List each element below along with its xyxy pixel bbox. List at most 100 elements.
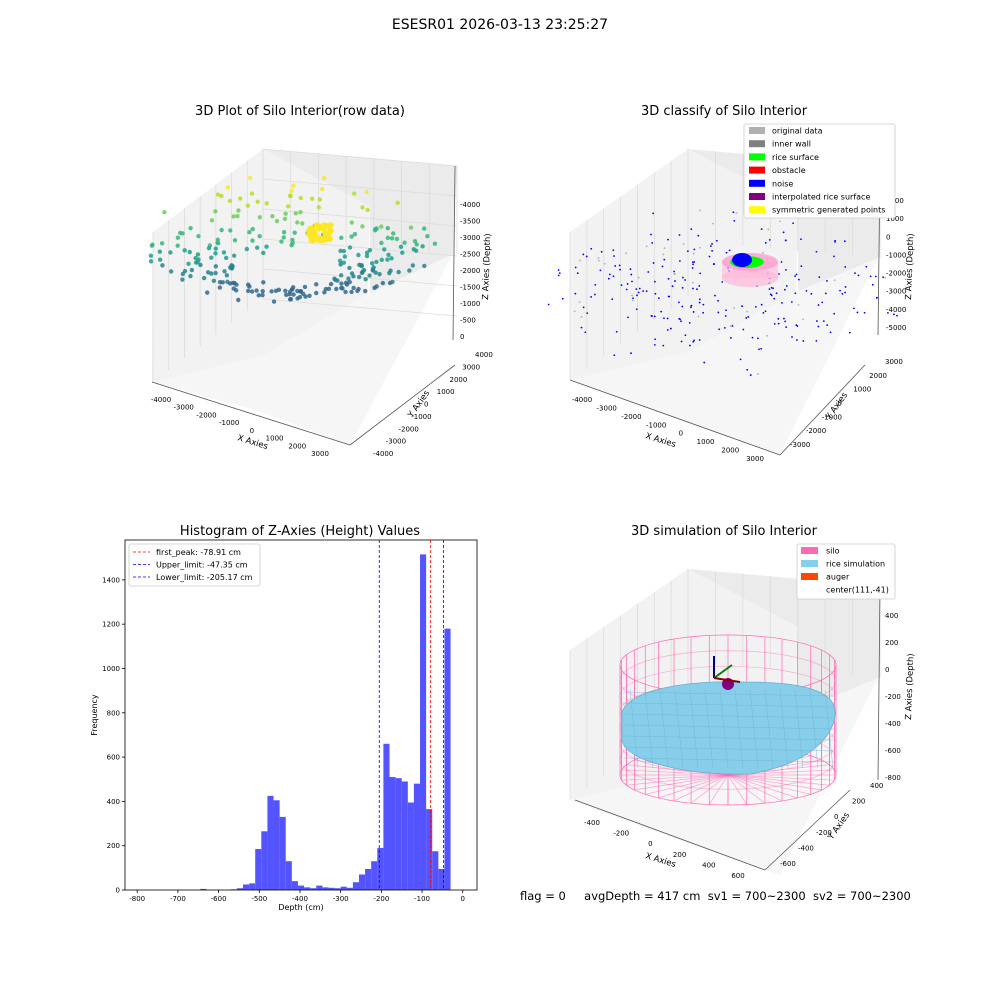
plot1-zlabel: Z Axies (Depth) bbox=[481, 233, 493, 300]
hist-y-tick: 1400 bbox=[102, 576, 120, 584]
plot2-point bbox=[692, 340, 695, 343]
plot2-x-tick: 2000 bbox=[721, 447, 739, 455]
plot2-point bbox=[653, 315, 656, 318]
plot2-point bbox=[731, 325, 734, 327]
hist-bar bbox=[365, 868, 372, 890]
plot2-x-tick: 3000 bbox=[746, 455, 764, 463]
plot2-point bbox=[558, 272, 561, 275]
plot1-point bbox=[298, 195, 303, 201]
hist-y-tick: 200 bbox=[107, 842, 120, 850]
plot2-point bbox=[777, 322, 780, 325]
hist-x-tick: -100 bbox=[414, 895, 430, 903]
plot1-point bbox=[196, 257, 201, 262]
plot2-point bbox=[708, 255, 711, 258]
plot2-point bbox=[678, 260, 681, 262]
plot1-point bbox=[341, 248, 347, 254]
plot1-point bbox=[374, 284, 379, 289]
plot1-point bbox=[385, 235, 391, 241]
plot4-x-tick: 600 bbox=[731, 872, 744, 880]
hist-x-tick: -500 bbox=[251, 895, 267, 903]
plot2-point bbox=[698, 298, 701, 301]
plot1-point bbox=[244, 246, 250, 252]
status-avg-depth: avgDepth = 417 cm bbox=[584, 889, 701, 903]
plot2-point bbox=[660, 310, 663, 313]
plot2-point bbox=[844, 291, 846, 294]
plot2-point bbox=[690, 228, 693, 231]
figure-title: ESESR01 2026-03-13 23:25:27 bbox=[391, 17, 609, 33]
hist-legend-label: Lower_limit: -205.17 cm bbox=[156, 573, 253, 582]
plot1-point bbox=[209, 218, 215, 223]
plot1-point bbox=[351, 285, 356, 291]
plot2-point bbox=[853, 307, 855, 310]
plot1-x-tick: -3000 bbox=[174, 404, 194, 412]
plot2-point bbox=[834, 239, 837, 242]
plot2-point bbox=[869, 275, 872, 278]
plot2-point bbox=[702, 303, 705, 306]
plot1-point bbox=[365, 207, 370, 213]
hist-bar bbox=[285, 861, 292, 890]
plot2-point bbox=[608, 273, 611, 276]
plot1-x-tick: -1000 bbox=[219, 419, 239, 427]
plot2-point bbox=[627, 316, 629, 319]
plot2-point bbox=[712, 263, 715, 265]
plot1-point bbox=[245, 203, 251, 208]
plot1-point bbox=[274, 218, 280, 224]
plot2-point bbox=[797, 278, 800, 281]
hist-xlabel: Depth (cm) bbox=[278, 903, 323, 912]
plot1-point bbox=[250, 238, 255, 243]
plot2-point bbox=[728, 249, 731, 252]
plot1-point bbox=[175, 235, 181, 240]
plot1-point bbox=[307, 293, 312, 299]
plot2-point bbox=[746, 368, 749, 371]
plot1-z-tick: -2000 bbox=[460, 267, 480, 275]
hist-legend-label: Upper_limit: -47.35 cm bbox=[156, 561, 248, 570]
plot2-point bbox=[691, 261, 694, 264]
plot2-point bbox=[585, 255, 588, 258]
plot2-point bbox=[784, 320, 787, 323]
plot1-z-tick: 0 bbox=[460, 333, 464, 341]
hist-bar bbox=[407, 802, 414, 890]
plot1-point bbox=[206, 245, 212, 251]
hist-bar bbox=[352, 882, 359, 890]
plot1-point bbox=[414, 242, 419, 247]
plot1-point bbox=[215, 192, 221, 197]
plot2-point bbox=[693, 339, 696, 342]
plot1-x-tick: 0 bbox=[250, 427, 254, 435]
plot2-point bbox=[666, 317, 669, 320]
plot2-legend-swatch bbox=[749, 206, 765, 214]
plot1-title: 3D Plot of Silo Interior(row data) bbox=[195, 104, 405, 119]
plot2-point bbox=[826, 280, 828, 282]
plot2-point bbox=[692, 252, 695, 255]
plot2-point bbox=[751, 336, 754, 339]
plot2-point bbox=[690, 304, 693, 307]
plot1-point bbox=[291, 292, 296, 297]
plot1-point bbox=[311, 231, 318, 238]
plot1-point bbox=[407, 268, 412, 273]
plot2-point bbox=[711, 249, 714, 252]
plot1-point bbox=[247, 229, 252, 235]
plot2-point bbox=[717, 311, 720, 314]
plot2-point bbox=[614, 265, 617, 267]
plot1-point bbox=[283, 292, 289, 298]
plot1-point bbox=[369, 261, 375, 266]
plot2-legend-label: original data bbox=[772, 127, 823, 136]
plot1-point bbox=[209, 271, 214, 276]
plot2-legend-swatch bbox=[749, 179, 765, 187]
plot2-point bbox=[824, 292, 827, 295]
plot2-point bbox=[733, 307, 736, 310]
plot2-point bbox=[785, 285, 788, 287]
plot2-legend-label: inner wall bbox=[772, 140, 811, 149]
hist-bar bbox=[279, 816, 286, 890]
plot2-point bbox=[603, 262, 606, 265]
plot2-point bbox=[663, 317, 665, 320]
plot1-point bbox=[338, 273, 344, 278]
plot2-x-tick: -3000 bbox=[597, 404, 617, 412]
hist-x-tick: -800 bbox=[129, 895, 145, 903]
plot2-point bbox=[896, 314, 898, 317]
plot1-point bbox=[389, 256, 394, 261]
plot1-point bbox=[391, 231, 396, 236]
plot2-xlabel: X Axies bbox=[644, 431, 677, 450]
plot2-y-tick: -3000 bbox=[790, 441, 810, 449]
plot4-legend-swatch bbox=[801, 547, 818, 554]
